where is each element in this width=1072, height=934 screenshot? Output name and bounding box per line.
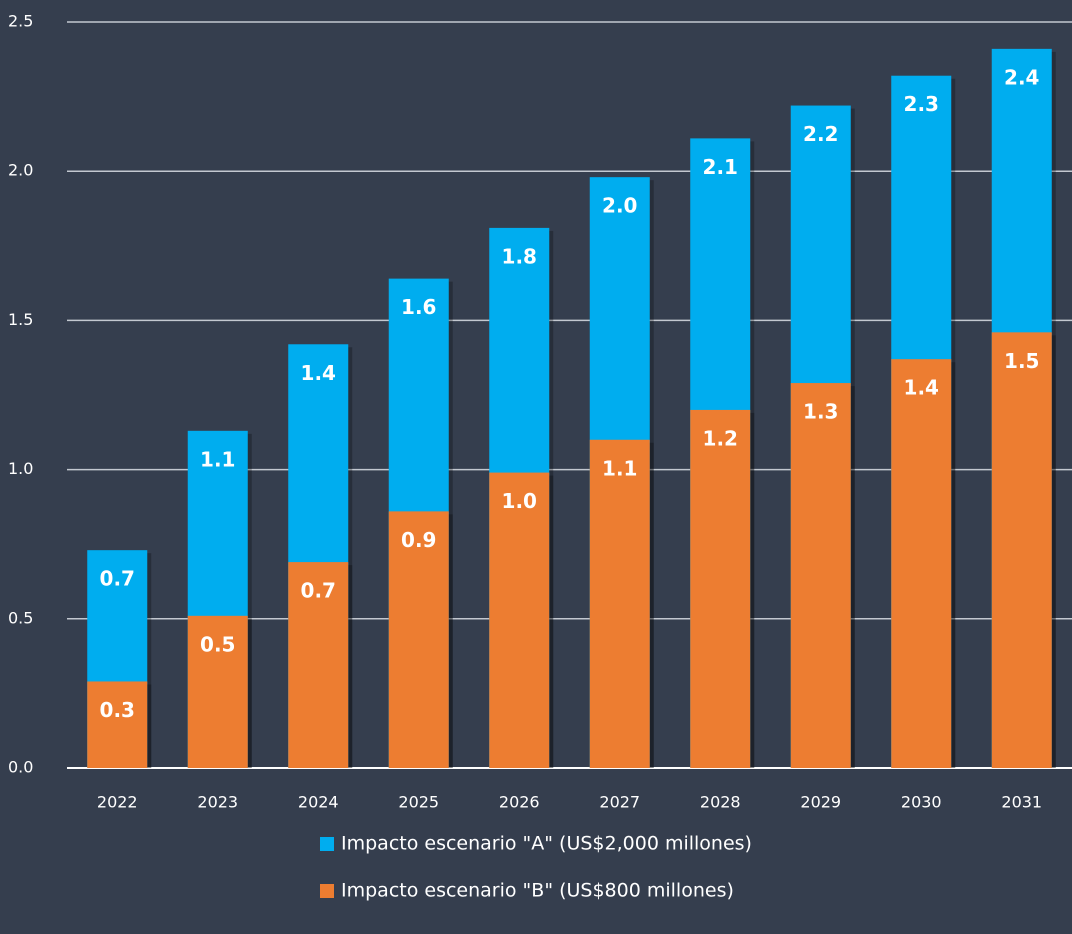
bar [187,615,248,768]
legend-label: Impacto escenario "A" (US$2,000 millones… [341,833,752,855]
value-label: 0.7 [301,579,336,603]
bar [589,439,650,768]
x-tick-label: 2026 [499,793,540,812]
value-label: 1.8 [502,244,537,268]
value-label: 2.0 [602,194,637,218]
x-tick-label: 2030 [901,793,942,812]
bar [991,332,1052,768]
value-label: 1.3 [803,400,838,424]
x-tick-label: 2022 [97,793,138,812]
value-label: 0.5 [200,632,235,656]
bar [489,472,550,768]
y-tick-label: 2.0 [8,161,33,180]
bar [790,383,851,768]
value-label: 1.6 [401,295,436,319]
x-tick-label: 2024 [298,793,339,812]
legend-swatch [320,837,334,851]
y-tick-label: 0.0 [8,758,33,777]
value-label: 0.9 [401,528,436,552]
x-tick-label: 2023 [197,793,238,812]
x-tick-label: 2027 [599,793,640,812]
x-tick-label: 2031 [1001,793,1042,812]
legend-swatch [320,884,334,898]
value-label: 1.5 [1004,349,1039,373]
value-label: 2.3 [904,92,939,116]
bar [891,359,952,768]
y-tick-label: 1.5 [8,310,33,329]
bar [388,511,449,768]
bar [87,681,148,768]
value-label: 1.4 [301,361,336,385]
value-label: 1.1 [200,447,235,471]
y-tick-label: 0.5 [8,608,33,627]
x-tick-label: 2029 [800,793,841,812]
value-label: 1.2 [703,426,738,450]
x-tick-label: 2028 [700,793,741,812]
x-tick-label: 2025 [398,793,439,812]
value-label: 1.4 [904,376,939,400]
y-tick-label: 1.0 [8,459,33,478]
legend-label: Impacto escenario "B" (US$800 millones) [341,880,734,902]
bar [690,409,751,768]
value-label: 2.4 [1004,65,1039,89]
y-tick-label: 2.5 [8,12,33,31]
value-label: 1.0 [502,489,537,513]
value-label: 2.2 [803,122,838,146]
value-label: 0.3 [100,698,135,722]
value-label: 1.1 [602,456,637,480]
value-label: 0.7 [100,567,135,591]
bar [288,562,349,768]
value-label: 2.1 [703,155,738,179]
